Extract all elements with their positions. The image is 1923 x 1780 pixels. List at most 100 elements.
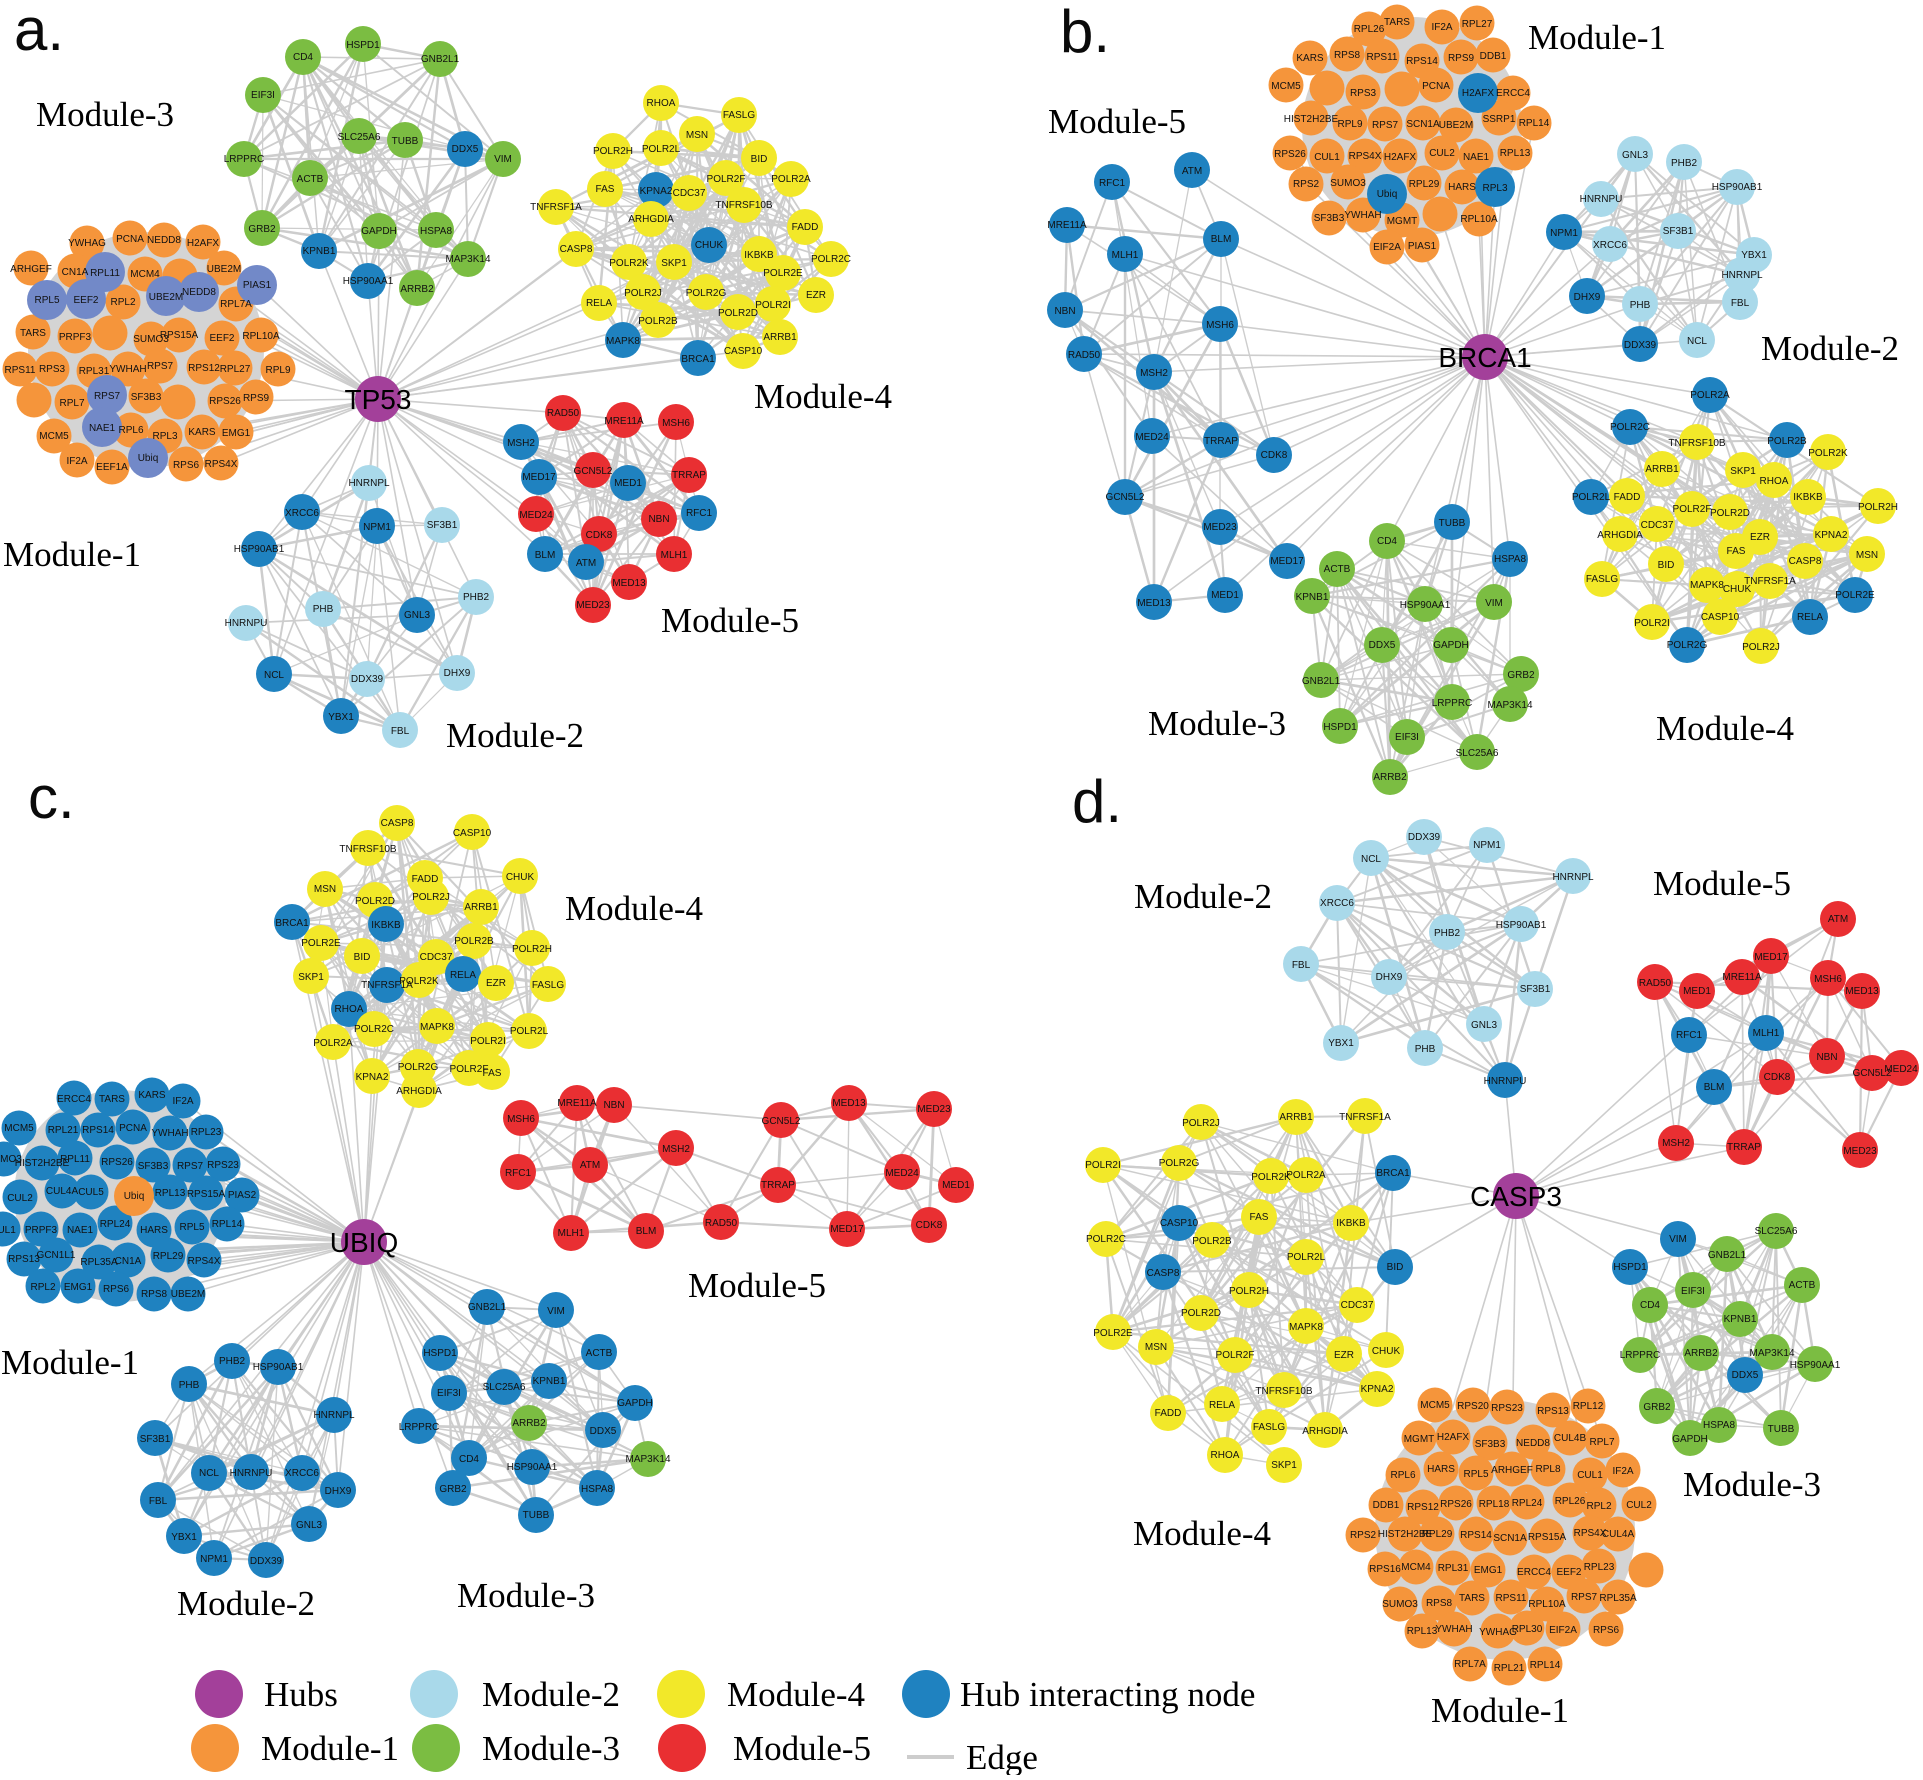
svg-text:RPS6: RPS6 (103, 1284, 130, 1295)
svg-text:FADD: FADD (412, 874, 439, 885)
svg-text:MLH1: MLH1 (661, 550, 688, 561)
svg-text:NCL: NCL (199, 1468, 219, 1479)
svg-text:BRCA1: BRCA1 (1438, 342, 1531, 373)
svg-text:POLR2J: POLR2J (1742, 642, 1780, 653)
svg-text:HSPD1: HSPD1 (1323, 722, 1357, 733)
svg-text:NAE1: NAE1 (67, 1225, 94, 1236)
svg-text:TARS: TARS (20, 328, 46, 339)
svg-text:EIF2A: EIF2A (1549, 1625, 1577, 1636)
svg-text:RPL5: RPL5 (179, 1222, 204, 1233)
svg-text:DHX9: DHX9 (1376, 972, 1403, 983)
svg-text:RPL2: RPL2 (30, 1282, 55, 1293)
svg-text:NEDD8: NEDD8 (1516, 1438, 1550, 1449)
svg-text:ARRB1: ARRB1 (464, 902, 498, 913)
svg-text:SF3B3: SF3B3 (138, 1161, 169, 1172)
svg-text:CUL2: CUL2 (1429, 148, 1455, 159)
svg-text:EEF1A: EEF1A (96, 462, 128, 473)
svg-text:d.: d. (1072, 768, 1122, 835)
svg-text:HSP90AB1: HSP90AB1 (253, 1362, 304, 1373)
svg-text:TUBB: TUBB (523, 1510, 550, 1521)
svg-text:YWHAH: YWHAH (151, 1128, 188, 1139)
svg-text:HSPD1: HSPD1 (423, 1348, 457, 1359)
svg-text:HSP90AA1: HSP90AA1 (507, 1462, 558, 1473)
svg-text:EIF3I: EIF3I (1681, 1286, 1705, 1297)
svg-text:POLR2J: POLR2J (412, 892, 450, 903)
svg-text:RPL2: RPL2 (1586, 1501, 1611, 1512)
svg-text:RPL3: RPL3 (1482, 183, 1507, 194)
svg-text:CDC37: CDC37 (673, 188, 706, 199)
svg-text:POLR2G: POLR2G (398, 1062, 439, 1073)
svg-text:HSPA8: HSPA8 (420, 226, 452, 237)
svg-text:Module-3: Module-3 (1683, 1465, 1821, 1504)
svg-text:EZR: EZR (806, 290, 826, 301)
svg-text:RPL13: RPL13 (155, 1188, 186, 1199)
svg-text:NBN: NBN (1816, 1052, 1837, 1063)
svg-text:CASP3: CASP3 (1470, 1181, 1562, 1212)
svg-text:NPM1: NPM1 (200, 1554, 228, 1565)
svg-text:CDK8: CDK8 (1261, 450, 1288, 461)
svg-text:MSN: MSN (686, 130, 708, 141)
svg-text:RPL10A: RPL10A (1460, 214, 1498, 225)
svg-text:PRPF3: PRPF3 (25, 1225, 58, 1236)
svg-text:HNRNPL: HNRNPL (348, 478, 390, 489)
svg-text:CUL5: CUL5 (78, 1187, 104, 1198)
svg-text:SLC25A6: SLC25A6 (338, 132, 381, 143)
svg-text:GCN5L2: GCN5L2 (1853, 1068, 1892, 1079)
svg-text:Ubiq: Ubiq (138, 453, 159, 464)
svg-text:SF3B3: SF3B3 (1475, 1439, 1506, 1450)
svg-text:KARS: KARS (1296, 53, 1324, 64)
svg-text:CDC37: CDC37 (1341, 1300, 1374, 1311)
svg-text:RPL29: RPL29 (153, 1251, 184, 1262)
svg-text:YBX1: YBX1 (171, 1532, 197, 1543)
svg-text:CDK8: CDK8 (586, 530, 613, 541)
svg-text:DDX39: DDX39 (351, 674, 384, 685)
svg-text:RPL27: RPL27 (220, 364, 251, 375)
svg-text:CDC37: CDC37 (420, 952, 453, 963)
svg-text:GNB2L1: GNB2L1 (1302, 676, 1341, 687)
svg-text:BID: BID (354, 952, 371, 963)
svg-text:RPS26: RPS26 (1440, 1499, 1472, 1510)
svg-text:MSN: MSN (314, 884, 336, 895)
svg-text:CN1A: CN1A (115, 1256, 142, 1267)
svg-text:TARS: TARS (1384, 17, 1410, 28)
svg-text:GRB2: GRB2 (248, 224, 276, 235)
svg-text:SF3B3: SF3B3 (131, 392, 162, 403)
svg-text:POLR2A: POLR2A (313, 1038, 353, 1049)
svg-text:MED23: MED23 (576, 600, 610, 611)
svg-text:RPL3: RPL3 (152, 431, 177, 442)
svg-text:MED17: MED17 (1270, 556, 1304, 567)
svg-text:LRPPRC: LRPPRC (224, 154, 265, 165)
svg-text:YWHAH: YWHAH (1344, 210, 1381, 221)
svg-text:BLM: BLM (636, 1226, 657, 1237)
svg-text:POLR2C: POLR2C (354, 1024, 394, 1035)
svg-text:SLC25A6: SLC25A6 (1755, 1226, 1798, 1237)
svg-text:ATM: ATM (1828, 914, 1848, 925)
svg-text:FBL: FBL (391, 726, 410, 737)
svg-text:FASLG: FASLG (532, 980, 564, 991)
svg-text:RPS20: RPS20 (1457, 1401, 1489, 1412)
svg-text:Module-4: Module-4 (1133, 1514, 1271, 1553)
svg-text:MGMT: MGMT (1404, 1434, 1435, 1445)
svg-text:SF3B3: SF3B3 (1314, 213, 1345, 224)
svg-text:CUL2: CUL2 (1626, 1500, 1652, 1511)
svg-text:KARS: KARS (138, 1090, 166, 1101)
svg-text:PCNA: PCNA (1422, 81, 1450, 92)
svg-text:MAPK8: MAPK8 (606, 336, 640, 347)
svg-text:HSP90AA1: HSP90AA1 (343, 276, 394, 287)
svg-text:H2AFX: H2AFX (1384, 152, 1417, 163)
svg-text:RHOA: RHOA (1760, 476, 1789, 487)
svg-text:TNFRSF10B: TNFRSF10B (339, 844, 397, 855)
svg-text:SKP1: SKP1 (298, 972, 324, 983)
svg-text:MED24: MED24 (1884, 1064, 1918, 1075)
svg-text:NBN: NBN (603, 1100, 624, 1111)
svg-text:MSN: MSN (1856, 550, 1878, 561)
svg-text:POLR2H: POLR2H (1858, 502, 1898, 513)
svg-text:Module-3: Module-3 (1148, 704, 1286, 743)
svg-text:HNRNPU: HNRNPU (230, 1468, 273, 1479)
svg-text:MED23: MED23 (1203, 522, 1237, 533)
svg-text:POLR2E: POLR2E (763, 268, 803, 279)
svg-text:Module-3: Module-3 (36, 95, 174, 134)
svg-text:RPL14: RPL14 (1519, 118, 1550, 129)
svg-text:RPS15A: RPS15A (1528, 1532, 1567, 1543)
svg-text:CUL1: CUL1 (1577, 1470, 1603, 1481)
